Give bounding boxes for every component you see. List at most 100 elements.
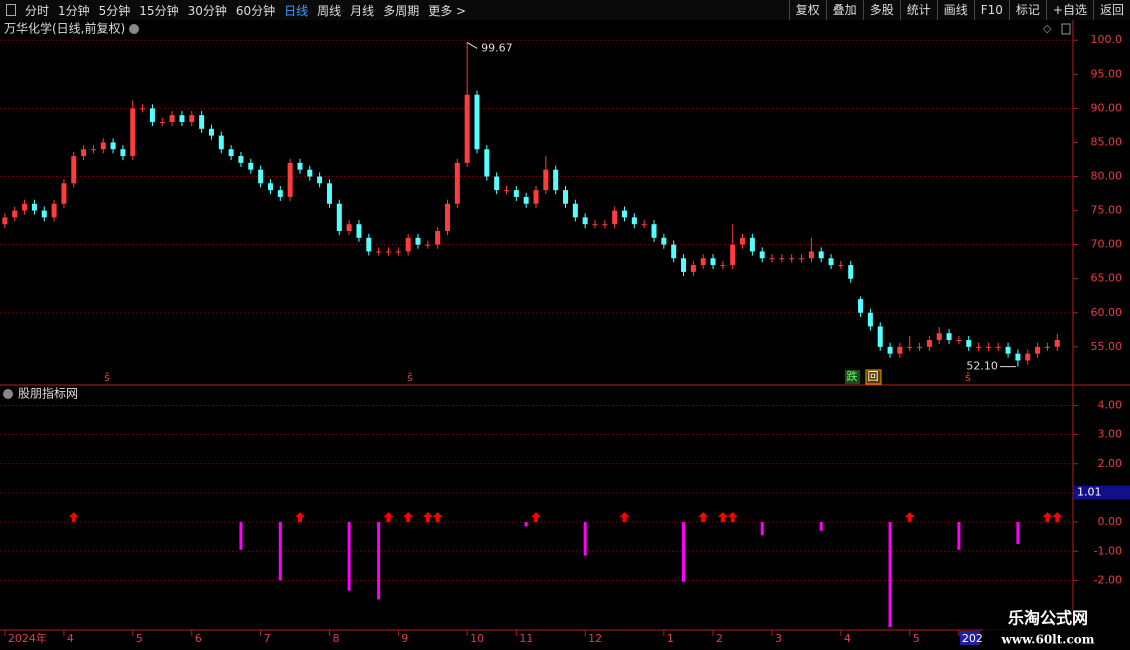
candle-body bbox=[336, 203, 342, 232]
candle-body bbox=[523, 196, 529, 204]
x-tick-label: 8 bbox=[332, 632, 339, 645]
tool-button[interactable]: 返回 bbox=[1092, 0, 1130, 20]
candle-body bbox=[238, 156, 244, 163]
period-tab[interactable]: 1分钟 bbox=[58, 3, 90, 18]
candle-body bbox=[218, 135, 224, 150]
candle-body bbox=[710, 258, 716, 266]
tool-button[interactable]: 复权 bbox=[788, 0, 826, 20]
candle-body bbox=[425, 244, 431, 246]
period-tabs: 分时 1分钟 5分钟 15分钟 30分钟 60分钟 日线 周线 月线 多周期 更多 > bbox=[0, 0, 466, 20]
candle-body bbox=[120, 149, 126, 157]
candle-body bbox=[631, 217, 637, 225]
candle-body bbox=[110, 142, 116, 150]
candle-body bbox=[887, 346, 893, 354]
y-tick-label: 3.00 bbox=[1098, 428, 1123, 441]
y-tick-label: 55.00 bbox=[1091, 340, 1123, 353]
signal-arrow bbox=[727, 512, 738, 523]
tool-button[interactable]: 标记 bbox=[1008, 0, 1046, 20]
y-tick-label: 90.00 bbox=[1091, 101, 1123, 114]
x-tick-label: 9 bbox=[401, 632, 408, 645]
period-tab[interactable]: 周线 bbox=[317, 3, 342, 18]
tool-button[interactable]: 多股 bbox=[862, 0, 900, 20]
period-tab[interactable]: 15分钟 bbox=[139, 3, 179, 18]
candle-body bbox=[228, 149, 234, 157]
signal-arrow bbox=[432, 512, 443, 523]
candle-body bbox=[1005, 346, 1011, 354]
period-tab[interactable]: 日线 bbox=[284, 3, 309, 18]
panel-icon[interactable] bbox=[1061, 23, 1071, 35]
candle-body bbox=[533, 190, 539, 204]
period-tab[interactable]: 更多 > bbox=[428, 3, 467, 18]
candle-body bbox=[356, 224, 362, 238]
period-tab[interactable]: 60分钟 bbox=[235, 3, 276, 18]
candle-body bbox=[513, 190, 519, 197]
y-tick-label: 85.00 bbox=[1091, 135, 1123, 148]
last-value-box bbox=[1074, 485, 1130, 500]
x-tick-label: 2024年 bbox=[8, 631, 47, 645]
candle-body bbox=[730, 244, 736, 266]
menu-icon[interactable] bbox=[6, 4, 16, 16]
candle-body bbox=[897, 346, 903, 354]
candle-body bbox=[690, 265, 696, 272]
tool-buttons: 复权 叠加 多股 统计 画线 F10 标记 +自选 返回 bbox=[788, 0, 1130, 20]
candle-body bbox=[435, 231, 441, 245]
candle-body bbox=[61, 183, 67, 204]
x-tick-label: 10 bbox=[470, 632, 484, 645]
signal-bar bbox=[524, 522, 528, 527]
candle-body bbox=[1044, 346, 1050, 348]
candle-body bbox=[877, 326, 883, 347]
candle-body bbox=[946, 333, 952, 341]
signal-arrow bbox=[904, 512, 915, 523]
period-tab[interactable]: 5分钟 bbox=[98, 3, 131, 18]
candle-body bbox=[317, 176, 323, 184]
signal-bar bbox=[377, 522, 381, 600]
candle-body bbox=[907, 346, 913, 348]
period-tab[interactable]: 多周期 bbox=[383, 3, 420, 18]
candle-body bbox=[681, 258, 687, 272]
signal-arrow bbox=[698, 512, 709, 523]
signal-arrow bbox=[383, 512, 394, 523]
candle-body bbox=[297, 162, 303, 170]
y-tick-label: 100.0 bbox=[1091, 33, 1123, 46]
signal: ŝ bbox=[965, 371, 971, 384]
candle-body bbox=[700, 258, 706, 266]
dropdown-icon[interactable] bbox=[129, 24, 139, 34]
tool-button[interactable]: 叠加 bbox=[825, 0, 863, 20]
indicator-title: 股朋指标网 bbox=[18, 386, 78, 401]
badge: 回 bbox=[868, 370, 879, 383]
panel-icon[interactable]: ◇ bbox=[1043, 22, 1052, 35]
signal-arrow bbox=[422, 512, 433, 523]
tool-button[interactable]: +自选 bbox=[1045, 0, 1093, 20]
candle-body bbox=[572, 203, 578, 218]
candle-body bbox=[307, 169, 313, 177]
candle-body bbox=[179, 115, 185, 122]
y-tick-label: 80.00 bbox=[1091, 169, 1123, 182]
candle-body bbox=[503, 190, 509, 192]
candle-body bbox=[189, 115, 195, 122]
candle-body bbox=[779, 258, 785, 260]
chart: 万华化学(日线,前复权) 股朋指标网 ◇ ŝ ŝ ŝ 跌 回 55.0060.0… bbox=[0, 20, 1130, 650]
candle-body bbox=[867, 312, 873, 327]
candle-body bbox=[90, 149, 96, 151]
period-tab[interactable]: 分时 bbox=[25, 3, 50, 18]
tool-button[interactable]: F10 bbox=[973, 0, 1009, 20]
candle-body bbox=[31, 203, 37, 211]
period-tab[interactable]: 月线 bbox=[350, 3, 375, 18]
x-tick-label: 4 bbox=[844, 632, 851, 645]
signal-arrow bbox=[619, 512, 630, 523]
tool-button[interactable]: 统计 bbox=[899, 0, 937, 20]
candle-body bbox=[149, 108, 155, 122]
candle-body bbox=[41, 210, 47, 218]
signal-bar bbox=[682, 522, 686, 582]
x-tick-label: 11 bbox=[519, 632, 533, 645]
period-tab[interactable]: 30分钟 bbox=[187, 3, 227, 18]
dropdown-icon[interactable] bbox=[3, 389, 13, 399]
candle-body bbox=[563, 190, 569, 204]
candle-body bbox=[1054, 340, 1060, 347]
candle-body bbox=[464, 94, 470, 163]
candle-body bbox=[494, 176, 500, 191]
candle-body bbox=[366, 237, 372, 252]
tool-button[interactable]: 画线 bbox=[936, 0, 974, 20]
candle-body bbox=[995, 346, 1001, 348]
watermark-url: www.60lt.com bbox=[1001, 633, 1095, 647]
